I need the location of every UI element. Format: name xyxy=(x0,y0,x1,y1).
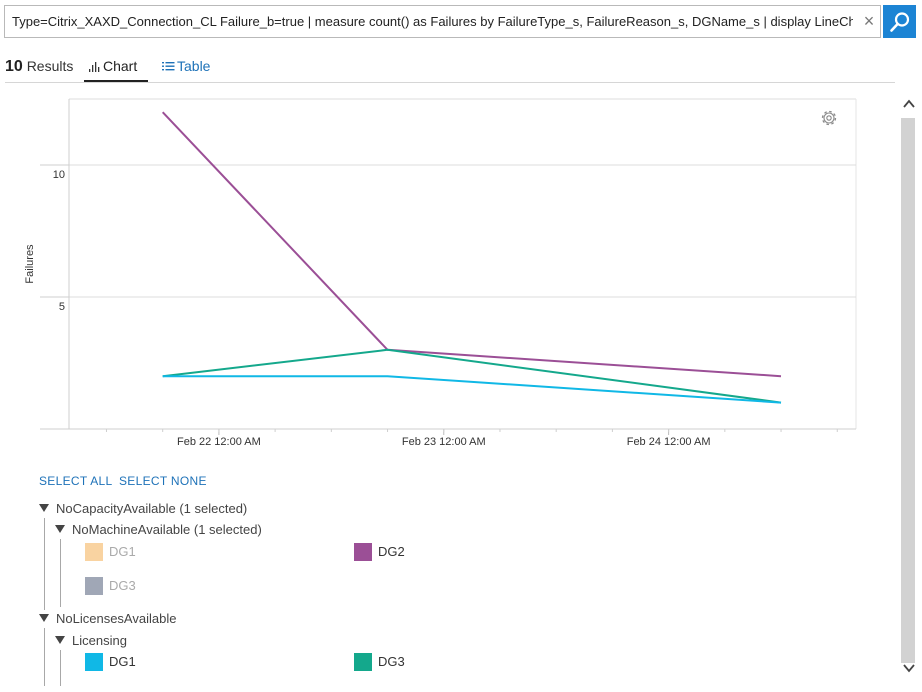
results-count-number: 10 xyxy=(5,58,23,75)
legend-subgroup-no-machine[interactable]: NoMachineAvailable (1 selected) xyxy=(72,522,262,537)
scroll-up-icon[interactable] xyxy=(900,94,918,114)
y-tick-label: 10 xyxy=(53,169,65,181)
x-tick-label: Feb 22 12:00 AM xyxy=(177,436,261,448)
collapse-triangle-icon[interactable] xyxy=(39,504,49,512)
legend-item-label: DG1 xyxy=(109,544,136,559)
tree-line xyxy=(44,518,45,610)
collapse-triangle-icon[interactable] xyxy=(55,636,65,644)
collapse-triangle-icon[interactable] xyxy=(55,525,65,533)
x-tick-label: Feb 24 12:00 AM xyxy=(627,436,711,448)
scroll-down-icon[interactable] xyxy=(900,658,918,678)
legend-item-label: DG3 xyxy=(109,578,136,593)
series-line-licensing-dg3[interactable] xyxy=(162,348,782,404)
legend-item-label: DG2 xyxy=(378,544,405,559)
legend-group-no-capacity[interactable]: NoCapacityAvailable (1 selected) xyxy=(56,501,248,516)
legend-item-label: DG1 xyxy=(109,654,136,669)
vertical-scrollbar[interactable] xyxy=(898,88,922,692)
search-bar: × xyxy=(4,5,881,38)
select-all-link[interactable]: SELECT ALL xyxy=(39,474,113,488)
search-icon xyxy=(890,12,910,32)
legend-swatch xyxy=(354,543,372,561)
select-none-link[interactable]: SELECT NONE xyxy=(119,474,207,488)
tab-table[interactable]: Table xyxy=(162,58,210,82)
y-axis-title: Failures xyxy=(24,244,36,284)
results-count: 10 Results xyxy=(5,58,73,76)
tab-divider xyxy=(5,82,895,83)
legend-swatch xyxy=(85,543,103,561)
tree-line xyxy=(44,628,45,686)
results-count-label: Results xyxy=(26,58,74,74)
clear-icon[interactable]: × xyxy=(863,11,875,31)
legend-swatch xyxy=(85,577,103,595)
tab-table-label: Table xyxy=(177,58,211,74)
legend-swatch xyxy=(85,653,103,671)
search-button[interactable] xyxy=(883,5,916,38)
tree-line xyxy=(60,650,61,686)
bar-chart-icon xyxy=(89,62,100,72)
legend-swatch xyxy=(354,653,372,671)
legend-group-no-licenses[interactable]: NoLicensesAvailable xyxy=(56,611,177,626)
search-input[interactable] xyxy=(5,6,853,37)
x-tick-label: Feb 23 12:00 AM xyxy=(402,436,486,448)
series-line-licensing-dg1[interactable] xyxy=(162,375,782,404)
y-tick-label: 5 xyxy=(59,301,65,313)
tab-chart[interactable]: Chart xyxy=(84,58,148,82)
scrollbar-thumb[interactable] xyxy=(901,118,915,663)
series-line-nomachineavailable-dg2[interactable] xyxy=(161,111,782,378)
gear-icon[interactable] xyxy=(821,110,837,126)
legend-item-label: DG3 xyxy=(378,654,405,669)
table-icon xyxy=(162,62,175,71)
collapse-triangle-icon[interactable] xyxy=(39,614,49,622)
tab-chart-label: Chart xyxy=(103,58,138,74)
tree-line xyxy=(60,539,61,607)
line-chart: 5 10 Feb 22 12:00 AM Feb 23 12:00 AM Feb 24… xyxy=(24,98,857,448)
legend-subgroup-licensing[interactable]: Licensing xyxy=(72,633,127,648)
